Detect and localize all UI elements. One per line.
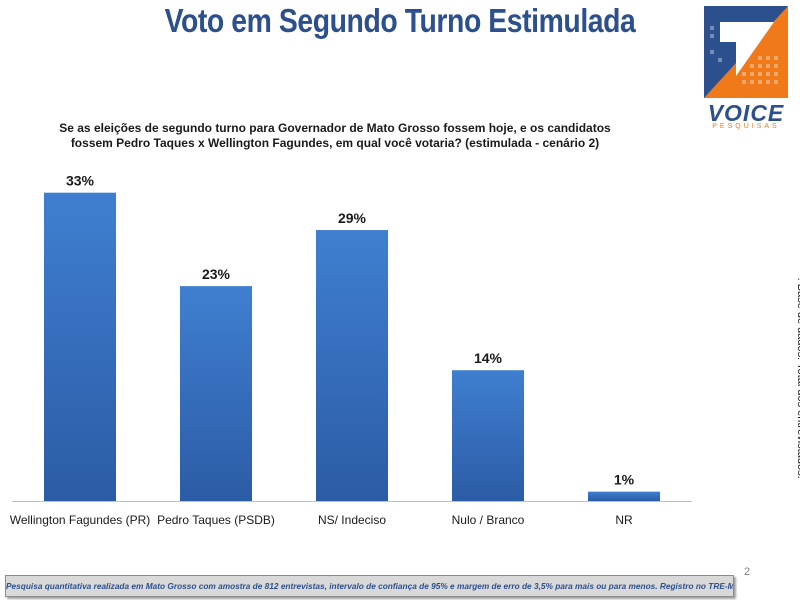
category-label-0: Wellington Fagundes (PR) bbox=[10, 513, 151, 527]
page-title: Voto em Segundo Turno Estimulada bbox=[164, 2, 636, 39]
data-label-4: 1% bbox=[614, 472, 635, 488]
base-note: *. Base de dados: Total dos entrevistado… bbox=[795, 273, 800, 479]
category-label-2: NS/ Indeciso bbox=[318, 513, 386, 527]
methodology-footer: Pesquisa quantitativa realizada em Mato … bbox=[5, 575, 734, 597]
bar-4 bbox=[588, 491, 660, 501]
logo-wordmark: VOICE bbox=[707, 100, 785, 126]
bar-chart: 33% Wellington Fagundes (PR) 23% Pedro Taqu… bbox=[10, 173, 692, 527]
chart-question: Se as eleições de segundo turno para Gov… bbox=[40, 121, 630, 151]
voice-logo bbox=[704, 6, 788, 98]
bar-0 bbox=[44, 192, 116, 501]
logo-white-mark bbox=[720, 22, 774, 76]
bar-1 bbox=[180, 286, 252, 501]
data-label-1: 23% bbox=[202, 266, 231, 282]
category-label-4: NR bbox=[615, 513, 633, 527]
bar-3 bbox=[452, 370, 524, 501]
bar-2 bbox=[316, 230, 388, 502]
category-label-1: Pedro Taques (PSDB) bbox=[157, 513, 275, 527]
data-label-3: 14% bbox=[474, 350, 503, 366]
data-label-2: 29% bbox=[338, 210, 367, 226]
question-line-2: fossem Pedro Taques x Wellington Fagunde… bbox=[70, 136, 600, 150]
logo-subtitle: PESQUISAS bbox=[712, 123, 780, 130]
data-label-0: 33% bbox=[66, 173, 95, 189]
page-number: 2 bbox=[744, 566, 751, 578]
logo-grid-pattern bbox=[710, 26, 778, 84]
question-line-1: Se as eleições de segundo turno para Gov… bbox=[59, 121, 611, 135]
category-label-3: Nulo / Branco bbox=[452, 513, 525, 527]
